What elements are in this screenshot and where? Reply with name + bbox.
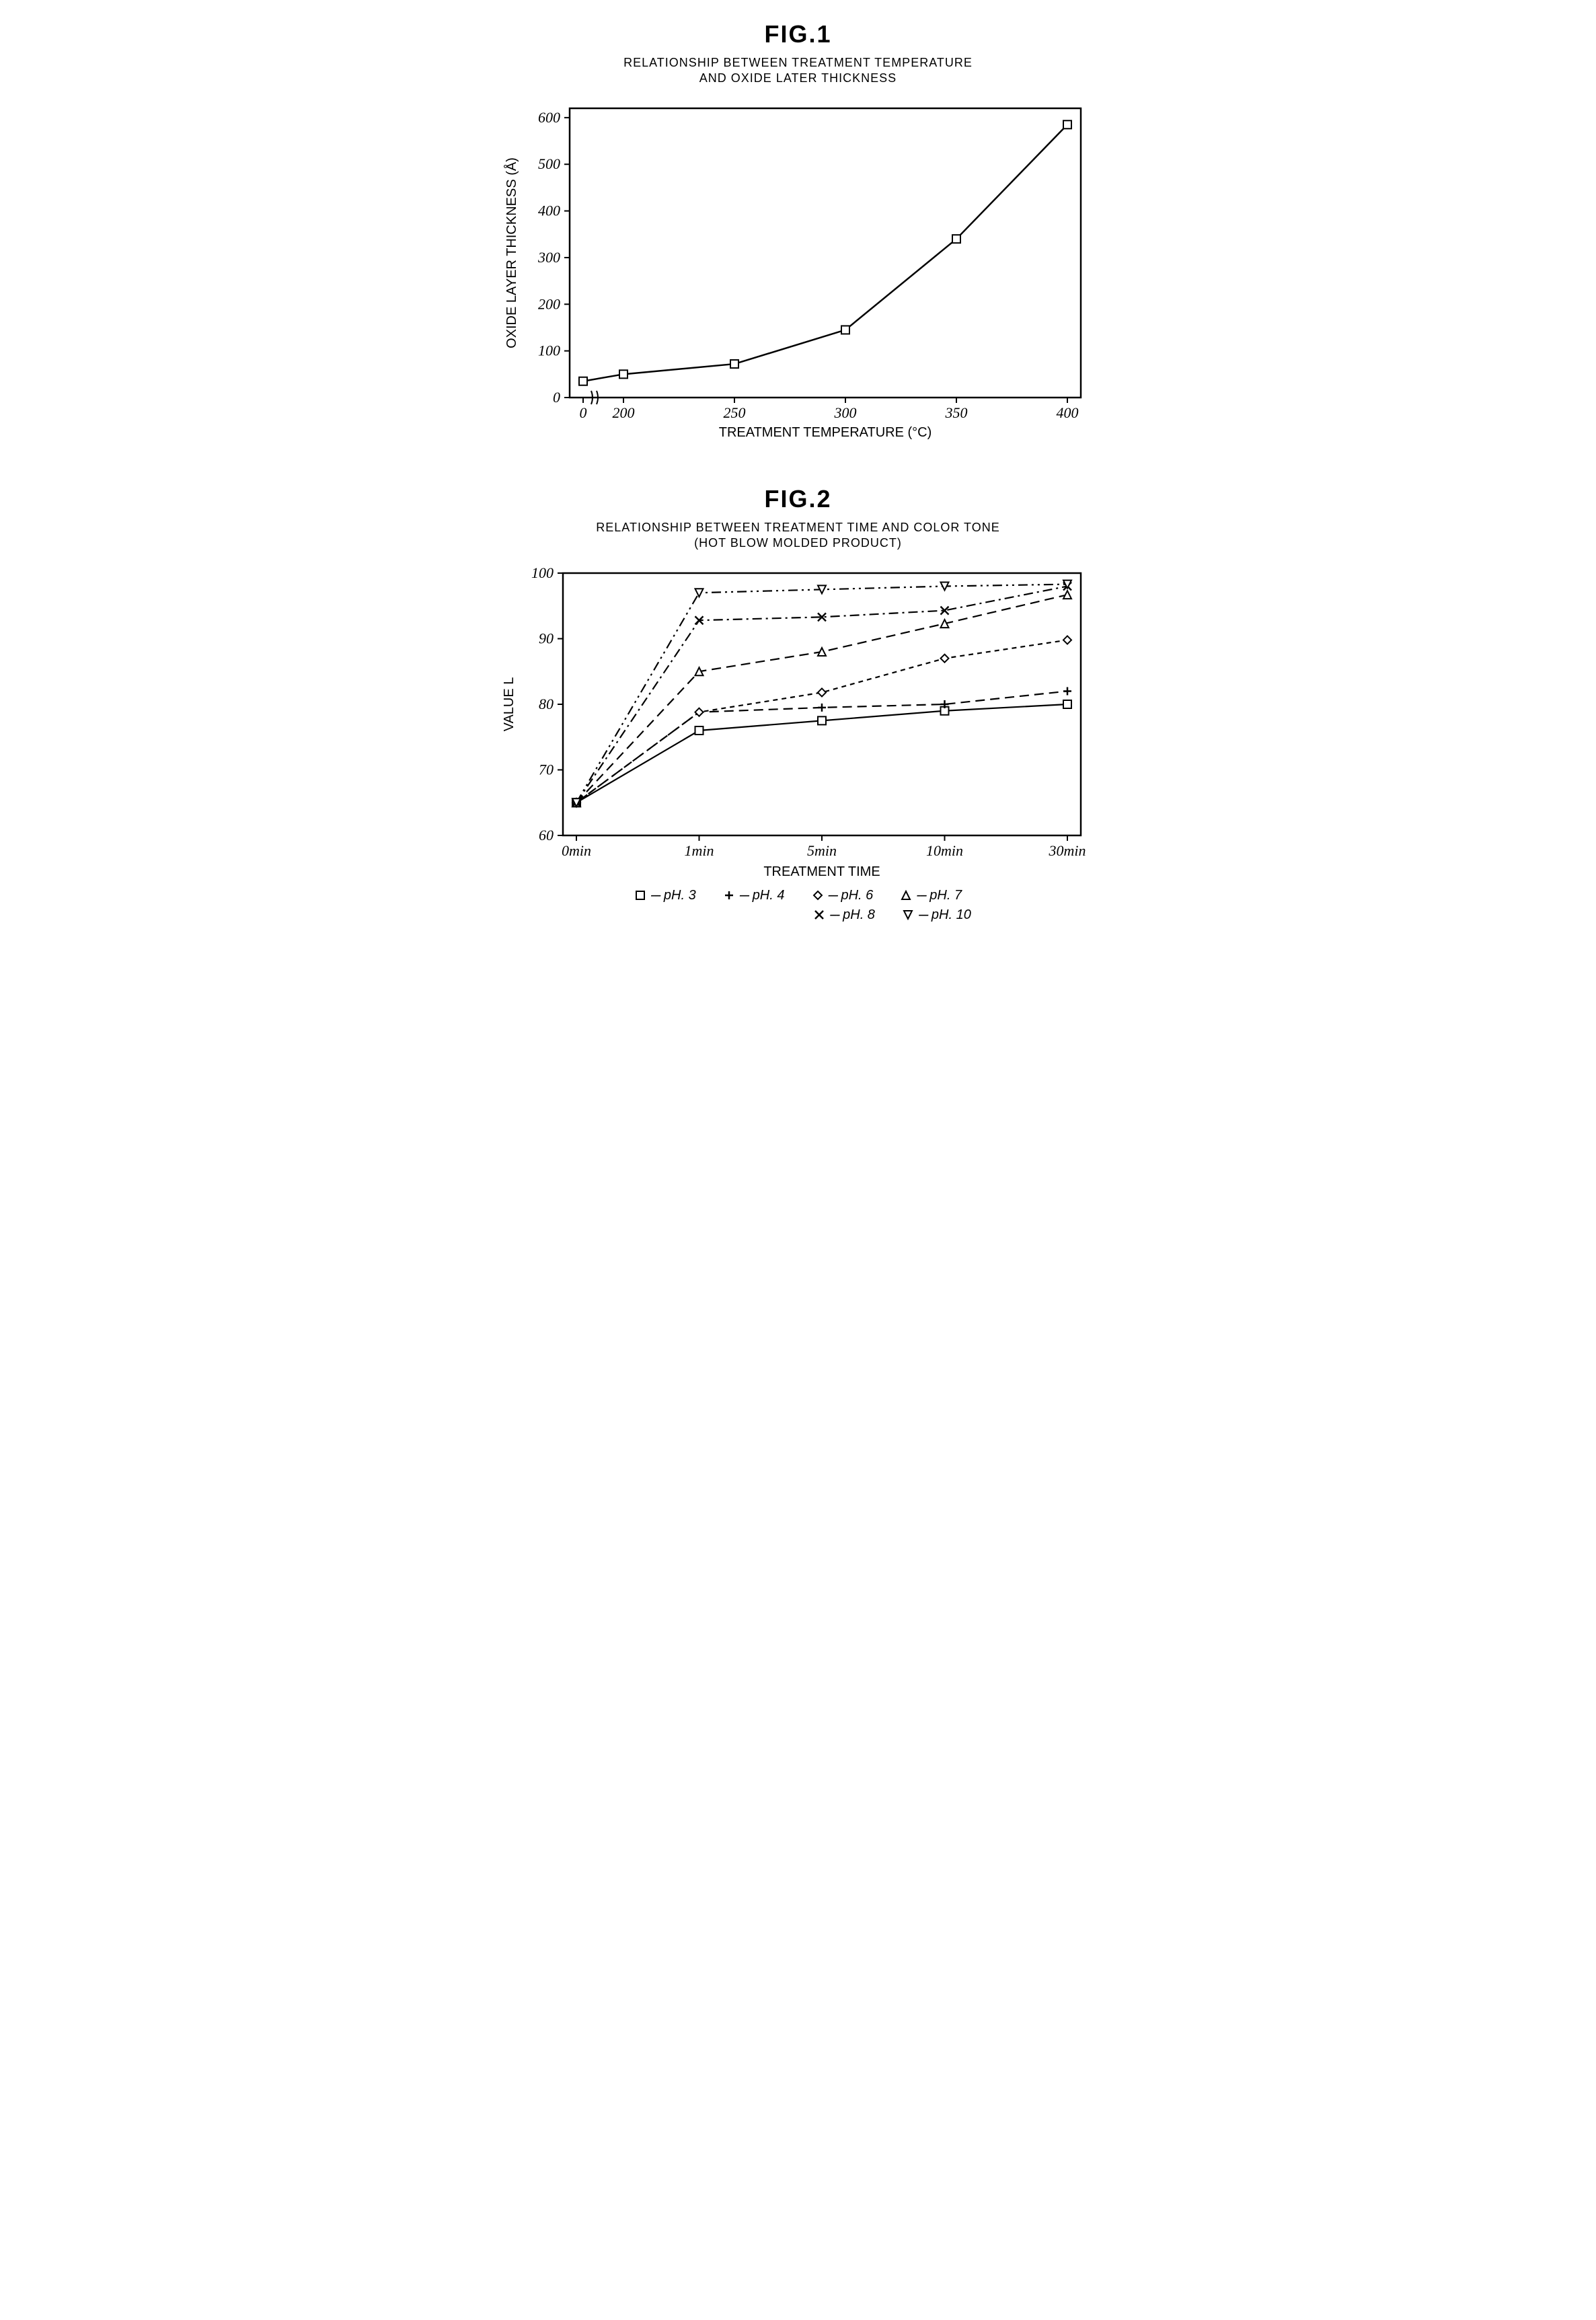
legend-label: pH. 4 [753, 888, 785, 903]
fig1-subtitle: RELATIONSHIP BETWEEN TREATMENT TEMPERATU… [462, 55, 1135, 87]
svg-text:1min: 1min [684, 842, 714, 859]
legend-label: pH. 6 [841, 888, 873, 903]
legend-item-pH10: --- pH. 10 [902, 907, 971, 923]
legend-row: --- pH. 8 --- pH. 10 [462, 907, 1135, 923]
legend-item-pH3: --- pH. 3 [634, 888, 696, 903]
svg-text:350: 350 [944, 404, 967, 421]
svg-text:0: 0 [579, 404, 586, 421]
fig2-chart: 60 70 80 90 100 0min 1min 5min 10min 30min VALUE L… [496, 560, 1101, 883]
fig1-chart: 0 100 200 300 400 500 600 0 200 250 300 350 400 OXIDE… [496, 95, 1101, 445]
svg-text:400: 400 [1056, 404, 1078, 421]
svg-text:300: 300 [537, 249, 560, 266]
legend-item-pH7: --- pH. 7 [900, 888, 962, 903]
svg-text:200: 200 [538, 295, 560, 312]
fig2-legend: ---pH. 3---pH. 4---pH. 6---pH. 7---pH. 8… [462, 888, 1135, 923]
svg-text:VALUE L: VALUE L [502, 677, 517, 731]
svg-text:400: 400 [538, 202, 560, 219]
legend-item-pH4: --- pH. 4 [723, 888, 785, 903]
fig1-subtitle-line2: AND OXIDE LATER THICKNESS [699, 71, 897, 85]
svg-text:90: 90 [539, 630, 554, 646]
svg-text:30min: 30min [1048, 842, 1086, 859]
svg-text:0: 0 [553, 389, 560, 406]
svg-text:TREATMENT TIME: TREATMENT TIME [763, 864, 880, 879]
fig1-subtitle-line1: RELATIONSHIP BETWEEN TREATMENT TEMPERATU… [623, 56, 973, 69]
legend-label: pH. 8 [843, 907, 875, 923]
legend-dash: --- [739, 888, 749, 903]
legend-dash: --- [918, 907, 927, 923]
legend-item-pH6: --- pH. 6 [812, 888, 874, 903]
legend-row: --- pH. 3 --- pH. 4 --- pH. 6 --- pH. 7 [462, 888, 1135, 903]
svg-text:500: 500 [538, 155, 560, 172]
svg-text:70: 70 [539, 761, 554, 778]
svg-text:10min: 10min [926, 842, 963, 859]
svg-text:OXIDE LAYER THICKNESS (Å): OXIDE LAYER THICKNESS (Å) [504, 157, 519, 348]
svg-text:300: 300 [833, 404, 856, 421]
svg-text:250: 250 [723, 404, 745, 421]
legend-label: pH. 10 [932, 907, 971, 923]
svg-text:5min: 5min [807, 842, 837, 859]
svg-text:60: 60 [539, 827, 554, 844]
svg-text:TREATMENT TEMPERATURE (°C): TREATMENT TEMPERATURE (°C) [718, 425, 932, 440]
legend-dash: --- [829, 907, 839, 923]
svg-text:100: 100 [531, 564, 554, 581]
figure-1: FIG.1 RELATIONSHIP BETWEEN TREATMENT TEM… [462, 20, 1135, 445]
fig2-subtitle-line1: RELATIONSHIP BETWEEN TREATMENT TIME AND … [596, 521, 999, 534]
fig2-subtitle-line2: (HOT BLOW MOLDED PRODUCT) [694, 536, 902, 550]
fig1-heading: FIG.1 [462, 20, 1135, 48]
figure-2: FIG.2 RELATIONSHIP BETWEEN TREATMENT TIM… [462, 485, 1135, 923]
svg-text:200: 200 [612, 404, 634, 421]
svg-text:80: 80 [539, 696, 554, 712]
svg-text:600: 600 [538, 109, 560, 126]
svg-text:100: 100 [538, 342, 560, 359]
fig2-heading: FIG.2 [462, 485, 1135, 513]
legend-dash: --- [916, 888, 925, 903]
legend-label: pH. 3 [664, 888, 696, 903]
fig2-subtitle: RELATIONSHIP BETWEEN TREATMENT TIME AND … [462, 520, 1135, 552]
legend-dash: --- [650, 888, 660, 903]
legend-dash: --- [828, 888, 837, 903]
legend-item-pH8: --- pH. 8 [813, 907, 875, 923]
svg-text:0min: 0min [562, 842, 591, 859]
legend-label: pH. 7 [929, 888, 962, 903]
